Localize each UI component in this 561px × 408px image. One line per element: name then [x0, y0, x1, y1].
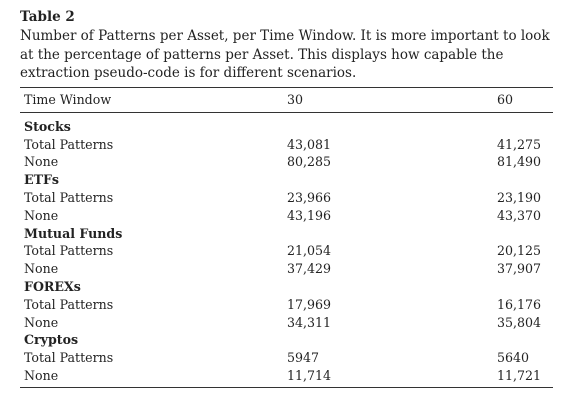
- group-name: Mutual Funds: [24, 225, 123, 241]
- group-name: ETFs: [24, 172, 60, 188]
- table-row: None 43,196 43,370: [20, 207, 553, 225]
- row-label: Total Patterns: [24, 136, 114, 152]
- cell-30: 37,429: [287, 261, 332, 277]
- patterns-table: Time Window 30 60 Stocks Total Patterns …: [20, 86, 553, 388]
- group-name: Stocks: [24, 118, 71, 134]
- table-figure: Table 2 Number of Patterns per Asset, pe…: [20, 8, 553, 388]
- cell-30: 43,081: [287, 136, 332, 152]
- table-row: Total Patterns 43,081 41,275: [20, 136, 553, 154]
- row-label: Total Patterns: [24, 350, 114, 366]
- header-30: 30: [287, 86, 497, 113]
- cell-60: 43,370: [497, 207, 542, 223]
- table-row: Total Patterns 5947 5640: [20, 349, 553, 367]
- header-60: 60: [497, 86, 553, 113]
- cell-30: 43,196: [287, 207, 332, 223]
- cell-60: 37,907: [497, 261, 542, 277]
- table-row: Total Patterns 23,966 23,190: [20, 189, 553, 207]
- cell-60: 35,804: [497, 314, 542, 330]
- row-label: Total Patterns: [24, 243, 114, 259]
- table-row: None 11,714 11,721: [20, 366, 553, 388]
- row-label: None: [24, 261, 59, 277]
- table-header-row: Time Window 30 60: [20, 86, 553, 113]
- group-row-forexs: FOREXs: [20, 278, 553, 296]
- cell-30: 80,285: [287, 154, 332, 170]
- cell-30: 34,311: [287, 314, 332, 330]
- row-label: None: [24, 314, 59, 330]
- group-row-cryptos: Cryptos: [20, 331, 553, 349]
- group-row-etfs: ETFs: [20, 171, 553, 189]
- cell-60: 23,190: [497, 189, 542, 205]
- row-label: None: [20, 366, 287, 388]
- cell-30: 5947: [287, 350, 320, 366]
- cell-30: 21,054: [287, 243, 332, 259]
- cell-30: 23,966: [287, 189, 332, 205]
- row-label: None: [24, 154, 59, 170]
- table-row: None 80,285 81,490: [20, 153, 553, 171]
- cell-60: 16,176: [497, 296, 542, 312]
- header-time-window: Time Window: [20, 86, 287, 113]
- cell-60: 11,721: [497, 366, 553, 388]
- cell-60: 5640: [497, 350, 530, 366]
- table-row: Total Patterns 21,054 20,125: [20, 242, 553, 260]
- cell-60: 81,490: [497, 154, 542, 170]
- row-label: Total Patterns: [24, 189, 114, 205]
- group-row-mutual-funds: Mutual Funds: [20, 225, 553, 243]
- table-row: Total Patterns 17,969 16,176: [20, 296, 553, 314]
- cell-60: 20,125: [497, 243, 542, 259]
- group-name: FOREXs: [24, 278, 81, 294]
- table-label: Table 2: [20, 9, 75, 25]
- row-label: None: [24, 207, 59, 223]
- group-name: Cryptos: [24, 332, 79, 348]
- row-label: Total Patterns: [24, 296, 114, 312]
- cell-30: 11,714: [287, 366, 497, 388]
- cell-30: 17,969: [287, 296, 332, 312]
- cell-60: 41,275: [497, 136, 542, 152]
- table-caption: Number of Patterns per Asset, per Time W…: [20, 28, 550, 82]
- table-row: None 37,429 37,907: [20, 260, 553, 278]
- group-row-stocks: Stocks: [20, 112, 553, 135]
- table-row: None 34,311 35,804: [20, 314, 553, 332]
